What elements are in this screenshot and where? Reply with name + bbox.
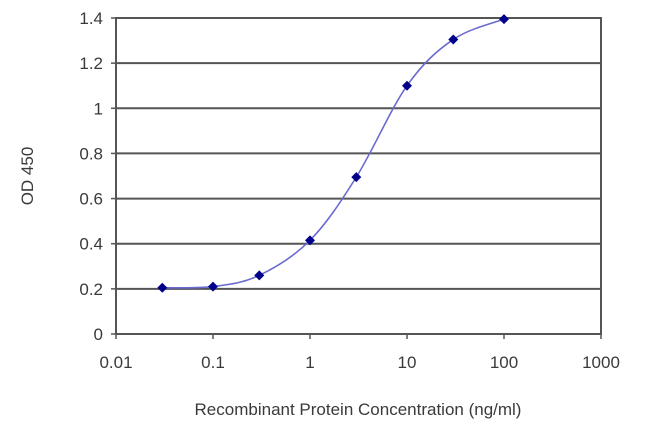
y-axis-title: OD 450 xyxy=(18,147,37,206)
data-point-diamond xyxy=(402,80,412,91)
x-axis-ticks: 0.01 0.1 1 10 100 1000 xyxy=(99,334,620,372)
data-point-diamond xyxy=(499,14,509,25)
y-tick-label: 0 xyxy=(94,325,103,344)
y-tick-label: 1.4 xyxy=(79,9,103,28)
x-axis-title: Recombinant Protein Concentration (ng/ml… xyxy=(195,400,522,419)
y-tick-label: 0.6 xyxy=(79,190,103,209)
y-tick-label: 0.4 xyxy=(79,235,103,254)
y-tick-label: 1.2 xyxy=(79,54,103,73)
data-point-diamond xyxy=(157,282,168,293)
y-tick-label: 1 xyxy=(94,99,103,118)
x-tick-label: 1000 xyxy=(582,353,620,372)
fitted-curve xyxy=(162,18,505,289)
y-tick-label: 0.2 xyxy=(79,280,103,299)
data-points xyxy=(157,14,509,293)
y-axis-ticks: 0 0.2 0.4 0.6 0.8 1 1.2 1.4 xyxy=(79,9,116,344)
y-tick-label: 0.8 xyxy=(79,144,103,163)
data-point-diamond xyxy=(208,281,218,292)
data-point-diamond xyxy=(351,172,362,183)
plot-area xyxy=(115,17,602,335)
x-tick-label: 1 xyxy=(305,353,314,372)
x-tick-label: 100 xyxy=(490,353,518,372)
gridlines xyxy=(116,62,601,290)
x-tick-label: 10 xyxy=(398,353,417,372)
x-tick-label: 0.1 xyxy=(201,353,225,372)
x-tick-label: 0.01 xyxy=(99,353,132,372)
data-point-diamond xyxy=(448,34,459,45)
data-point-diamond xyxy=(305,235,315,246)
data-point-diamond xyxy=(254,270,265,281)
